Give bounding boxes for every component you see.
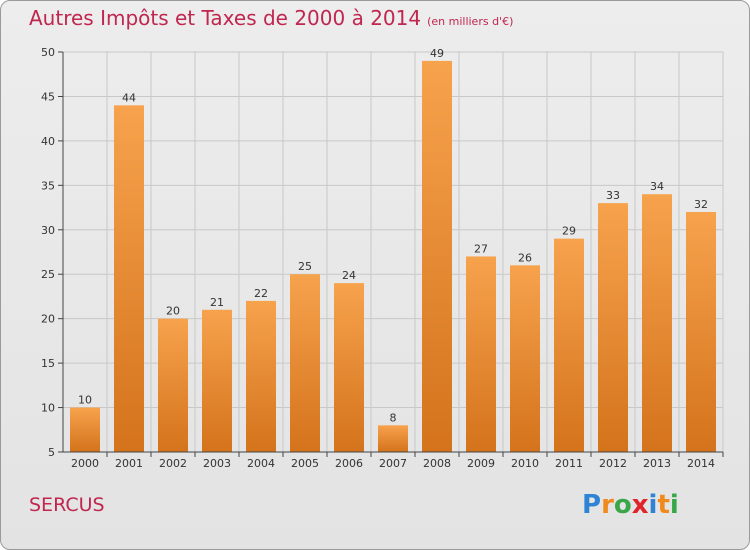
logo-letter: i [669,490,679,520]
bar-value-label: 8 [390,411,397,424]
logo-letter: i [648,490,658,520]
x-tick-label: 2014 [687,457,715,470]
y-tick-label: 45 [41,90,55,103]
x-tick-label: 2010 [511,457,539,470]
bar-value-label: 44 [122,91,136,104]
y-tick-label: 20 [41,313,55,326]
x-tick-label: 2003 [203,457,231,470]
x-tick-label: 2008 [423,457,451,470]
logo-letter: r [601,490,614,520]
y-tick-label: 50 [41,46,55,59]
logo-letter: P [582,490,602,520]
bar [334,283,364,452]
bar-value-label: 32 [694,198,708,211]
y-tick-label: 5 [48,446,55,459]
y-tick-label: 40 [41,135,55,148]
bar [510,265,540,452]
x-tick-label: 2009 [467,457,495,470]
bar-value-label: 24 [342,269,356,282]
bar [642,194,672,452]
bar [290,274,320,452]
bar-value-label: 29 [562,225,576,238]
bar [202,309,232,452]
logo-letter: x [631,490,649,520]
x-tick-label: 2012 [599,457,627,470]
logo-letter: t [657,490,670,520]
x-tick-label: 2006 [335,457,363,470]
bar [554,238,584,452]
bar-value-label: 22 [254,287,268,300]
y-tick-label: 30 [41,224,55,237]
unit-note: (en milliers d'€) [427,15,514,28]
x-tick-label: 2005 [291,457,319,470]
bar [598,203,628,452]
bar [158,318,188,452]
y-tick-label: 25 [41,268,55,281]
commune-name: SERCUS [29,494,105,516]
bar [422,60,452,453]
bar [378,425,408,452]
chart-title: Autres Impôts et Taxes de 2000 à 2014 [29,6,422,30]
bar [466,256,496,452]
x-tick-label: 2001 [115,457,143,470]
bar-value-label: 27 [474,242,488,255]
x-tick-label: 2004 [247,457,275,470]
bar [70,407,100,452]
x-tick-label: 2000 [71,457,99,470]
bar-value-label: 33 [606,189,620,202]
bars-layer: 10 44 20 21 22 25 24 8 49 27 26 29 33 34 32 [70,47,716,453]
y-tick-label: 35 [41,179,55,192]
y-tick-label: 10 [41,402,55,415]
x-tick-label: 2007 [379,457,407,470]
x-tick-label: 2013 [643,457,671,470]
bar-value-label: 49 [430,47,444,60]
axis-layer: 5 10 15 20 25 30 35 40 45 50 2000 2001 2002 2003 2004 2… [41,46,724,470]
bar-value-label: 34 [650,180,664,193]
bar [686,212,716,452]
proxiti-logo: Proxiti [582,490,679,520]
y-tick-label: 15 [41,357,55,370]
x-tick-label: 2011 [555,457,583,470]
bar-value-label: 26 [518,251,532,264]
bar-value-label: 25 [298,260,312,273]
bar [114,105,144,452]
chart-title-block: Autres Impôts et Taxes de 2000 à 2014 (en… [29,6,513,30]
bar-value-label: 20 [166,305,180,318]
bar-value-label: 21 [210,296,224,309]
logo-letter: o [613,490,632,520]
bar [246,300,276,452]
x-tick-label: 2002 [159,457,187,470]
bar-value-label: 10 [78,394,92,407]
